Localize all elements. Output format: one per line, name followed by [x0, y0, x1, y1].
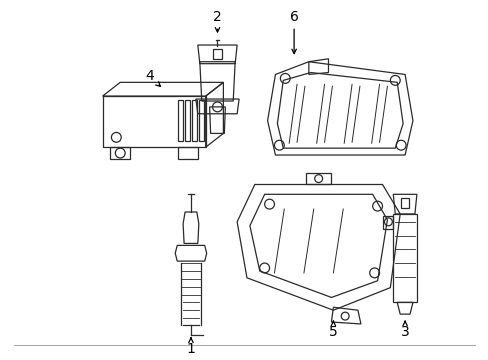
- Bar: [192, 100, 197, 141]
- Text: 1: 1: [186, 338, 195, 356]
- Text: 6: 6: [289, 9, 298, 54]
- Bar: [184, 100, 190, 141]
- Text: 3: 3: [400, 321, 408, 339]
- Text: 4: 4: [145, 69, 160, 86]
- Bar: [199, 100, 203, 141]
- Bar: [400, 198, 408, 208]
- Bar: [212, 49, 222, 59]
- Bar: [392, 214, 416, 302]
- Bar: [178, 100, 183, 141]
- Text: 5: 5: [328, 321, 337, 339]
- Text: 2: 2: [213, 9, 222, 32]
